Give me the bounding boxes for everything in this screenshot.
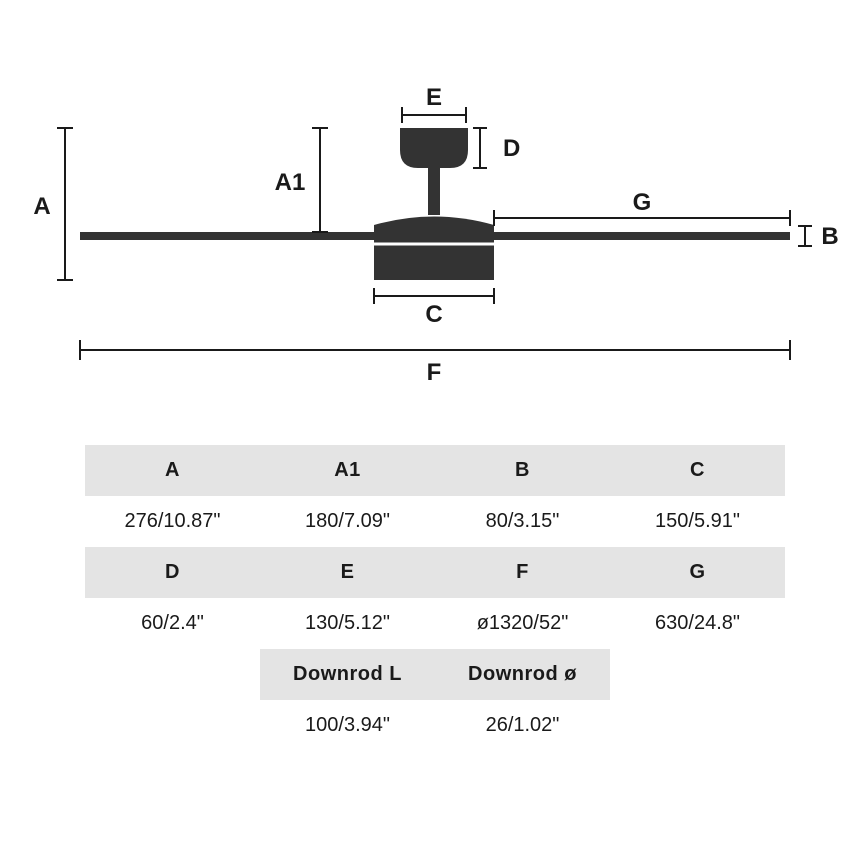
table-row: 60/2.4" 130/5.12" ø1320/52" 630/24.8" (85, 598, 785, 649)
fan-downrod (428, 168, 440, 215)
fan-motor-top (374, 217, 494, 226)
label-A: A (33, 193, 50, 220)
table-row: Downrod L Downrod ø (85, 649, 785, 700)
cell-value: 80/3.15" (435, 496, 610, 547)
cell-value: 180/7.09" (260, 496, 435, 547)
label-D: D (503, 135, 520, 162)
label-C: C (425, 301, 442, 328)
cell-value: 630/24.8" (610, 598, 785, 649)
label-G: G (633, 189, 652, 216)
label-F: F (427, 359, 442, 386)
col-header: A (85, 445, 260, 496)
dimensions-table: A A1 B C 276/10.87" 180/7.09" 80/3.15" 1… (85, 445, 785, 751)
cell-value: 276/10.87" (85, 496, 260, 547)
cell-value: 130/5.12" (260, 598, 435, 649)
fan-blade-right (494, 232, 790, 240)
fan-canopy (400, 128, 468, 168)
col-header: D (85, 547, 260, 598)
col-header: Downrod L (260, 649, 435, 700)
cell-value: 100/3.94" (260, 700, 435, 751)
page-container: E D A A1 (0, 0, 868, 868)
fan-diagram: E D A A1 (0, 0, 868, 420)
table-row: A A1 B C (85, 445, 785, 496)
label-A1: A1 (275, 169, 306, 196)
table-row: D E F G (85, 547, 785, 598)
col-header: F (435, 547, 610, 598)
col-header: B (435, 445, 610, 496)
col-header: C (610, 445, 785, 496)
table-row: 100/3.94" 26/1.02" (85, 700, 785, 751)
fan-blade-left (80, 232, 374, 240)
col-header: A1 (260, 445, 435, 496)
cell-value: 26/1.02" (435, 700, 610, 751)
table-row: 276/10.87" 180/7.09" 80/3.15" 150/5.91" (85, 496, 785, 547)
cell-value: ø1320/52" (435, 598, 610, 649)
fan-motor (374, 225, 494, 280)
label-B: B (821, 223, 838, 250)
col-header: G (610, 547, 785, 598)
label-E: E (426, 84, 442, 111)
cell-value: 60/2.4" (85, 598, 260, 649)
col-header: E (260, 547, 435, 598)
cell-value: 150/5.91" (610, 496, 785, 547)
col-header: Downrod ø (435, 649, 610, 700)
